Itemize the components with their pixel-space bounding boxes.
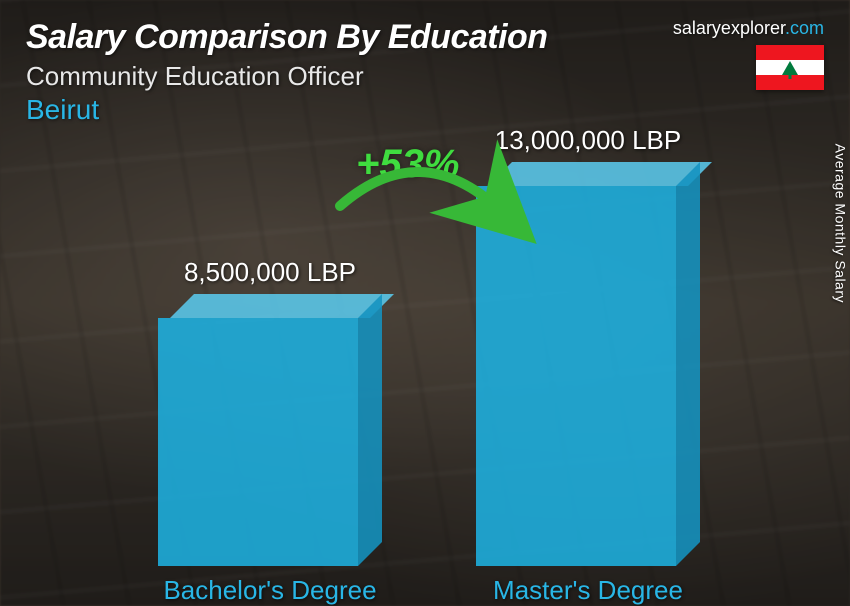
bar-chart: 8,500,000 LBP Bachelor's Degree 13,000,0… <box>0 146 850 606</box>
title-block: Salary Comparison By Education Community… <box>26 18 548 126</box>
main-title: Salary Comparison By Education <box>26 18 548 57</box>
location-label: Beirut <box>26 94 548 126</box>
bar-category-label: Master's Degree <box>448 575 728 606</box>
bar-value-label: 13,000,000 LBP <box>448 125 728 156</box>
bar-category-label: Bachelor's Degree <box>130 575 410 606</box>
job-subtitle: Community Education Officer <box>26 61 548 92</box>
brand-domain: .com <box>785 18 824 38</box>
bar-front-face <box>476 186 676 566</box>
bar-front-face <box>158 318 358 566</box>
brand-block: salaryexplorer.com <box>673 18 824 90</box>
brand-line: salaryexplorer.com <box>673 18 824 39</box>
bar-side-face <box>676 162 700 566</box>
brand-name: salaryexplorer <box>673 18 785 38</box>
bar-value-label: 8,500,000 LBP <box>130 257 410 288</box>
header-row: Salary Comparison By Education Community… <box>26 18 824 126</box>
content-layer: Salary Comparison By Education Community… <box>0 0 850 606</box>
lebanon-flag-icon <box>756 45 824 90</box>
bar-side-face <box>358 294 382 566</box>
percent-change: +53% <box>356 142 459 187</box>
